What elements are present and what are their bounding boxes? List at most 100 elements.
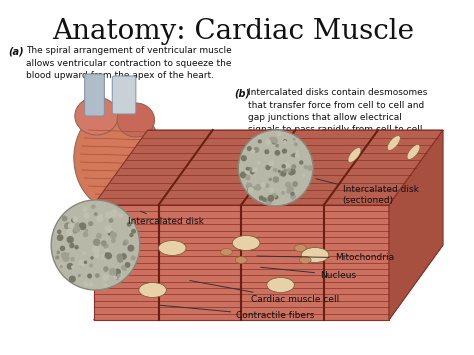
Circle shape — [251, 186, 256, 190]
Circle shape — [62, 215, 67, 222]
Circle shape — [247, 187, 252, 192]
Circle shape — [84, 261, 87, 264]
Circle shape — [88, 282, 94, 287]
Circle shape — [109, 218, 113, 223]
Circle shape — [267, 195, 274, 202]
Text: Anatomy: Cardiac Muscle: Anatomy: Cardiac Muscle — [52, 18, 414, 45]
Circle shape — [115, 274, 119, 278]
Circle shape — [110, 232, 117, 239]
Circle shape — [117, 273, 123, 279]
Circle shape — [266, 165, 270, 169]
Circle shape — [283, 139, 287, 143]
Text: Contractile fibers: Contractile fibers — [160, 305, 315, 321]
Circle shape — [118, 213, 123, 218]
Circle shape — [278, 170, 281, 173]
Circle shape — [123, 242, 127, 246]
Circle shape — [82, 251, 86, 255]
Circle shape — [302, 173, 306, 177]
Circle shape — [287, 186, 294, 192]
Circle shape — [303, 165, 308, 169]
Circle shape — [83, 231, 88, 237]
Circle shape — [105, 248, 109, 253]
Circle shape — [69, 243, 74, 248]
Circle shape — [88, 221, 93, 226]
Circle shape — [277, 131, 282, 136]
Circle shape — [269, 188, 273, 192]
Circle shape — [104, 254, 108, 258]
Circle shape — [274, 150, 280, 156]
Circle shape — [90, 256, 94, 260]
Ellipse shape — [220, 248, 232, 256]
Circle shape — [251, 168, 255, 172]
Circle shape — [119, 267, 124, 272]
Circle shape — [265, 139, 271, 145]
Circle shape — [299, 160, 303, 165]
Circle shape — [286, 190, 291, 194]
Circle shape — [273, 168, 277, 172]
Ellipse shape — [387, 136, 400, 151]
Circle shape — [79, 222, 86, 230]
Circle shape — [108, 230, 113, 236]
Circle shape — [57, 234, 64, 241]
Circle shape — [275, 144, 279, 148]
Polygon shape — [93, 245, 443, 320]
Circle shape — [64, 222, 71, 230]
Circle shape — [246, 182, 252, 189]
Circle shape — [111, 240, 115, 243]
Circle shape — [257, 135, 261, 139]
Circle shape — [247, 187, 254, 193]
Circle shape — [273, 139, 278, 144]
Circle shape — [258, 139, 262, 143]
Circle shape — [295, 153, 300, 158]
Circle shape — [68, 223, 73, 229]
Circle shape — [59, 263, 64, 269]
Circle shape — [259, 188, 263, 192]
Circle shape — [285, 182, 291, 188]
Circle shape — [110, 209, 118, 217]
Text: (a): (a) — [8, 46, 24, 56]
Circle shape — [289, 168, 296, 175]
Circle shape — [273, 176, 279, 183]
Polygon shape — [93, 205, 389, 320]
Circle shape — [291, 192, 295, 196]
Ellipse shape — [301, 247, 329, 262]
Circle shape — [267, 199, 270, 202]
Circle shape — [125, 262, 130, 268]
Circle shape — [265, 165, 271, 170]
Circle shape — [66, 253, 70, 256]
Circle shape — [109, 268, 117, 275]
Circle shape — [55, 255, 59, 260]
Circle shape — [78, 260, 85, 267]
Circle shape — [247, 146, 252, 151]
Circle shape — [282, 148, 287, 154]
Circle shape — [92, 245, 100, 253]
Circle shape — [291, 154, 294, 157]
Circle shape — [114, 276, 118, 279]
Circle shape — [129, 233, 134, 237]
Ellipse shape — [407, 144, 420, 159]
Circle shape — [101, 253, 107, 260]
Circle shape — [104, 225, 112, 233]
Circle shape — [283, 169, 287, 173]
Circle shape — [259, 195, 264, 201]
Circle shape — [111, 238, 116, 243]
Circle shape — [93, 239, 100, 246]
Circle shape — [71, 266, 74, 269]
Circle shape — [295, 150, 299, 153]
Circle shape — [115, 268, 121, 275]
Circle shape — [96, 233, 102, 239]
Text: Intercalated disk: Intercalated disk — [128, 211, 204, 226]
Circle shape — [63, 255, 70, 262]
Circle shape — [75, 222, 80, 228]
Circle shape — [284, 162, 290, 168]
Ellipse shape — [232, 235, 260, 251]
Circle shape — [99, 214, 103, 218]
Circle shape — [82, 207, 88, 212]
Circle shape — [271, 137, 277, 143]
Circle shape — [264, 149, 269, 154]
Text: (b): (b) — [234, 88, 250, 98]
Circle shape — [241, 155, 247, 162]
Circle shape — [255, 184, 262, 191]
Circle shape — [91, 204, 96, 209]
FancyBboxPatch shape — [112, 76, 136, 114]
